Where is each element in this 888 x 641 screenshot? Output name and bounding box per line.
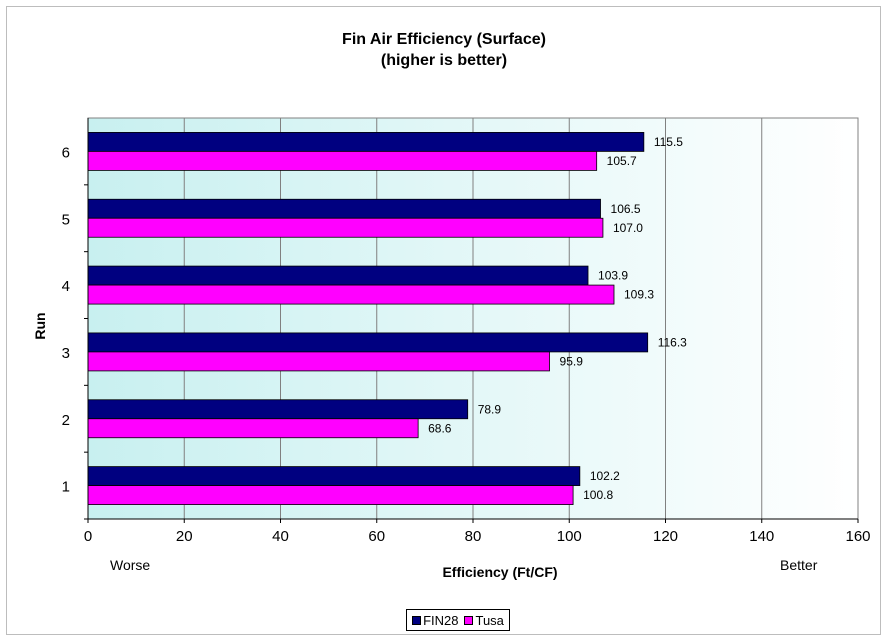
y-axis-title: Run [32, 312, 48, 340]
data-label-fin28-run-2: 78.9 [478, 402, 502, 416]
x-tick-label: 100 [557, 528, 582, 545]
data-label-fin28-run-6: 115.5 [654, 135, 683, 149]
data-label-tusa-run-5: 107.0 [613, 221, 643, 235]
bar-fin28-run-6 [87, 132, 645, 152]
data-label-tusa-run-1: 100.8 [583, 488, 613, 502]
y-tick-label: 1 [62, 479, 70, 496]
legend-item-tusa: Tusa [464, 612, 504, 628]
bar-tusa-run-3 [87, 351, 550, 372]
chart-subtitle: (higher is better) [380, 52, 508, 69]
data-label-tusa-run-2: 68.6 [428, 421, 452, 435]
y-tick-label: 5 [62, 211, 70, 228]
x-tick-label: 160 [845, 528, 870, 545]
data-label-fin28-run-3: 116.3 [658, 335, 687, 349]
chart-title: Fin Air Efficiency (Surface) [342, 31, 546, 48]
data-label-fin28-run-5: 106.5 [611, 202, 641, 216]
data-label-fin28-run-1: 102.2 [590, 469, 620, 483]
bar-tusa-run-5 [87, 217, 604, 238]
y-tick-label: 4 [62, 278, 70, 295]
data-label-fin28-run-4: 103.9 [598, 269, 628, 283]
bar-fin28-run-2 [87, 399, 469, 420]
data-label-tusa-run-3: 95.9 [560, 354, 584, 368]
better-annotation: Better [780, 557, 818, 573]
data-label-tusa-run-4: 109.3 [624, 288, 654, 302]
worse-annotation: Worse [110, 557, 151, 573]
y-tick-label: 3 [62, 345, 70, 362]
x-tick-label: 40 [272, 528, 289, 545]
bar-tusa-run-6 [87, 151, 598, 171]
bar-fin28-run-4 [87, 265, 589, 286]
x-axis-title: Efficiency (Ft/CF) [442, 564, 558, 580]
bar-fin28-run-3 [87, 332, 649, 353]
legend-swatch-fin28 [412, 615, 422, 625]
bar-fin28-run-5 [87, 198, 601, 219]
y-tick-label: 2 [62, 412, 70, 429]
legend-label-fin28: FIN28 [423, 612, 459, 628]
x-tick-label: 80 [465, 528, 482, 545]
bar-tusa-run-1 [87, 485, 574, 505]
legend: FIN28 Tusa [406, 609, 510, 631]
legend-item-fin28: FIN28 [412, 613, 458, 628]
y-tick-label: 6 [62, 144, 70, 161]
x-tick-label: 0 [84, 528, 92, 545]
bar-fin28-run-1 [87, 466, 581, 486]
data-label-tusa-run-6: 105.7 [607, 154, 637, 168]
x-tick-label: 20 [176, 528, 193, 545]
legend-swatch-tusa [464, 615, 474, 625]
x-tick-label: 120 [653, 528, 678, 545]
legend-label-tusa: Tusa [475, 612, 504, 628]
x-tick-label: 60 [368, 528, 385, 545]
bar-tusa-run-2 [87, 418, 419, 439]
x-tick-label: 140 [749, 528, 774, 545]
bar-tusa-run-4 [87, 284, 615, 305]
